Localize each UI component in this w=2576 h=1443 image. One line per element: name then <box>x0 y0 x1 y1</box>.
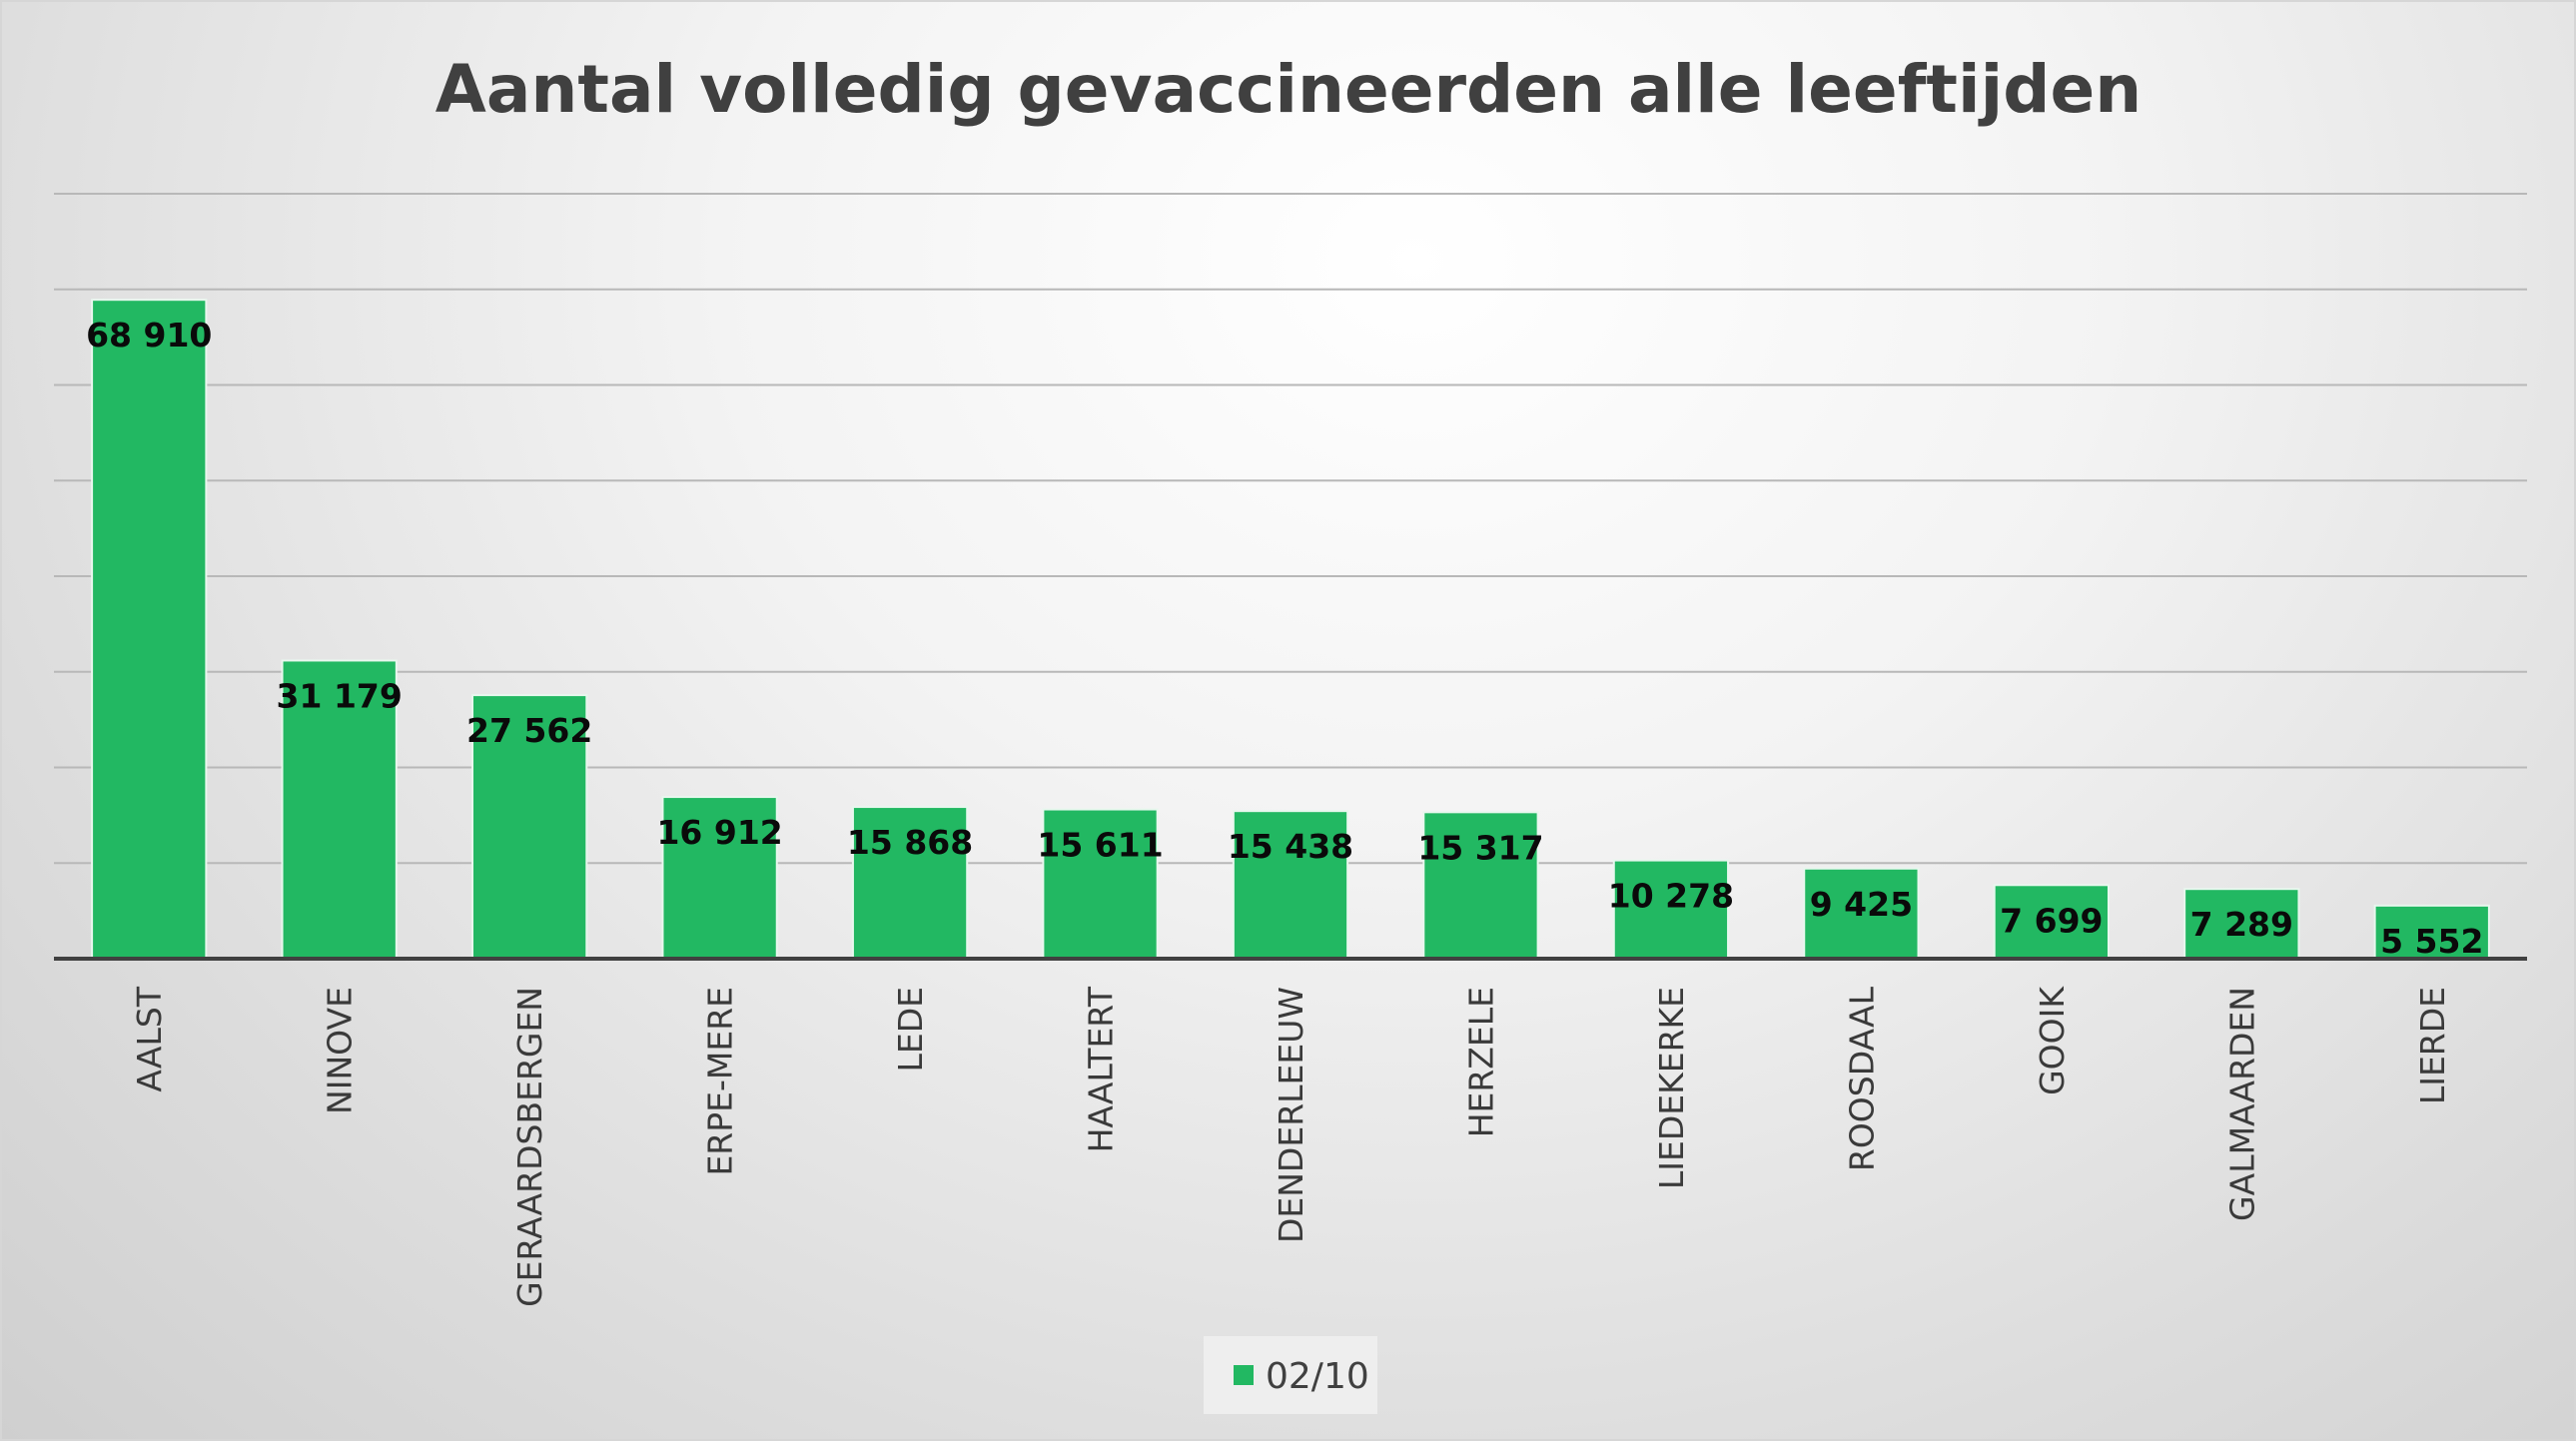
category-label-herzele: HERZELE <box>1461 987 1500 1137</box>
bar-erpe-mere[interactable] <box>661 796 778 961</box>
data-label-lierde: 5 552 <box>2380 922 2483 961</box>
bars <box>91 299 2490 961</box>
category-label-geraardsbergen: GERAARDSBERGEN <box>510 987 549 1307</box>
bar-haaltert[interactable] <box>1042 808 1159 960</box>
bar-herzele[interactable] <box>1422 811 1539 960</box>
category-label-ninove: NINOVE <box>321 987 360 1114</box>
legend-swatch <box>1234 1365 1254 1385</box>
data-label-roosdaal: 9 425 <box>1810 885 1913 924</box>
category-label-erpe-mere: ERPE-MERE <box>701 987 740 1176</box>
category-label-roosdaal: ROOSDAAL <box>1842 986 1881 1171</box>
category-label-liedekerke: LIEDEKERKE <box>1652 987 1691 1189</box>
category-label-aalst: AALST <box>130 986 169 1091</box>
legend-background <box>1204 1336 1377 1414</box>
data-label-ninove: 31 179 <box>277 676 403 715</box>
bar-geraardsbergen[interactable] <box>471 694 588 961</box>
data-label-herzele: 15 317 <box>1417 828 1543 867</box>
data-label-aalst: 68 910 <box>86 316 212 355</box>
bar-gooik[interactable] <box>1993 884 2110 961</box>
chart-title: Aantal volledig gevaccineerden alle leef… <box>435 51 2142 128</box>
category-label-galmaarden: GALMAARDEN <box>2222 987 2261 1221</box>
bar-denderleeuw[interactable] <box>1232 810 1349 960</box>
data-label-lede: 15 868 <box>847 823 973 862</box>
data-label-geraardsbergen: 27 562 <box>466 711 592 750</box>
category-label-denderleeuw: DENDERLEEUW <box>1272 987 1310 1243</box>
bar-roosdaal[interactable] <box>1803 867 1920 960</box>
category-labels: AALST NINOVE GERAARDSBERGEN ERPE-MERE LEDE HA… <box>130 986 2452 1307</box>
category-label-gooik: GOOIK <box>2033 986 2072 1095</box>
data-label-galmaarden: 7 289 <box>2190 905 2293 944</box>
data-label-liedekerke: 10 278 <box>1608 877 1734 916</box>
category-label-lede: LEDE <box>891 987 930 1073</box>
data-labels: 68 910 31 179 27 562 16 912 15 868 15 611 15 4… <box>86 316 2483 961</box>
legend[interactable]: 02/10 <box>1204 1336 1377 1414</box>
data-label-haaltert: 15 611 <box>1037 826 1163 865</box>
data-label-gooik: 7 699 <box>2000 901 2103 940</box>
legend-label: 02/10 <box>1266 1356 1369 1397</box>
category-label-haaltert: HAALTERT <box>1082 986 1121 1152</box>
bar-lede[interactable] <box>851 806 969 960</box>
bar-aalst[interactable] <box>91 299 208 960</box>
category-label-lierde: LIERDE <box>2413 987 2452 1104</box>
data-label-erpe-mere: 16 912 <box>656 813 782 852</box>
bar-ninove[interactable] <box>281 659 398 960</box>
data-label-denderleeuw: 15 438 <box>1228 827 1353 866</box>
gridlines <box>54 193 2527 865</box>
